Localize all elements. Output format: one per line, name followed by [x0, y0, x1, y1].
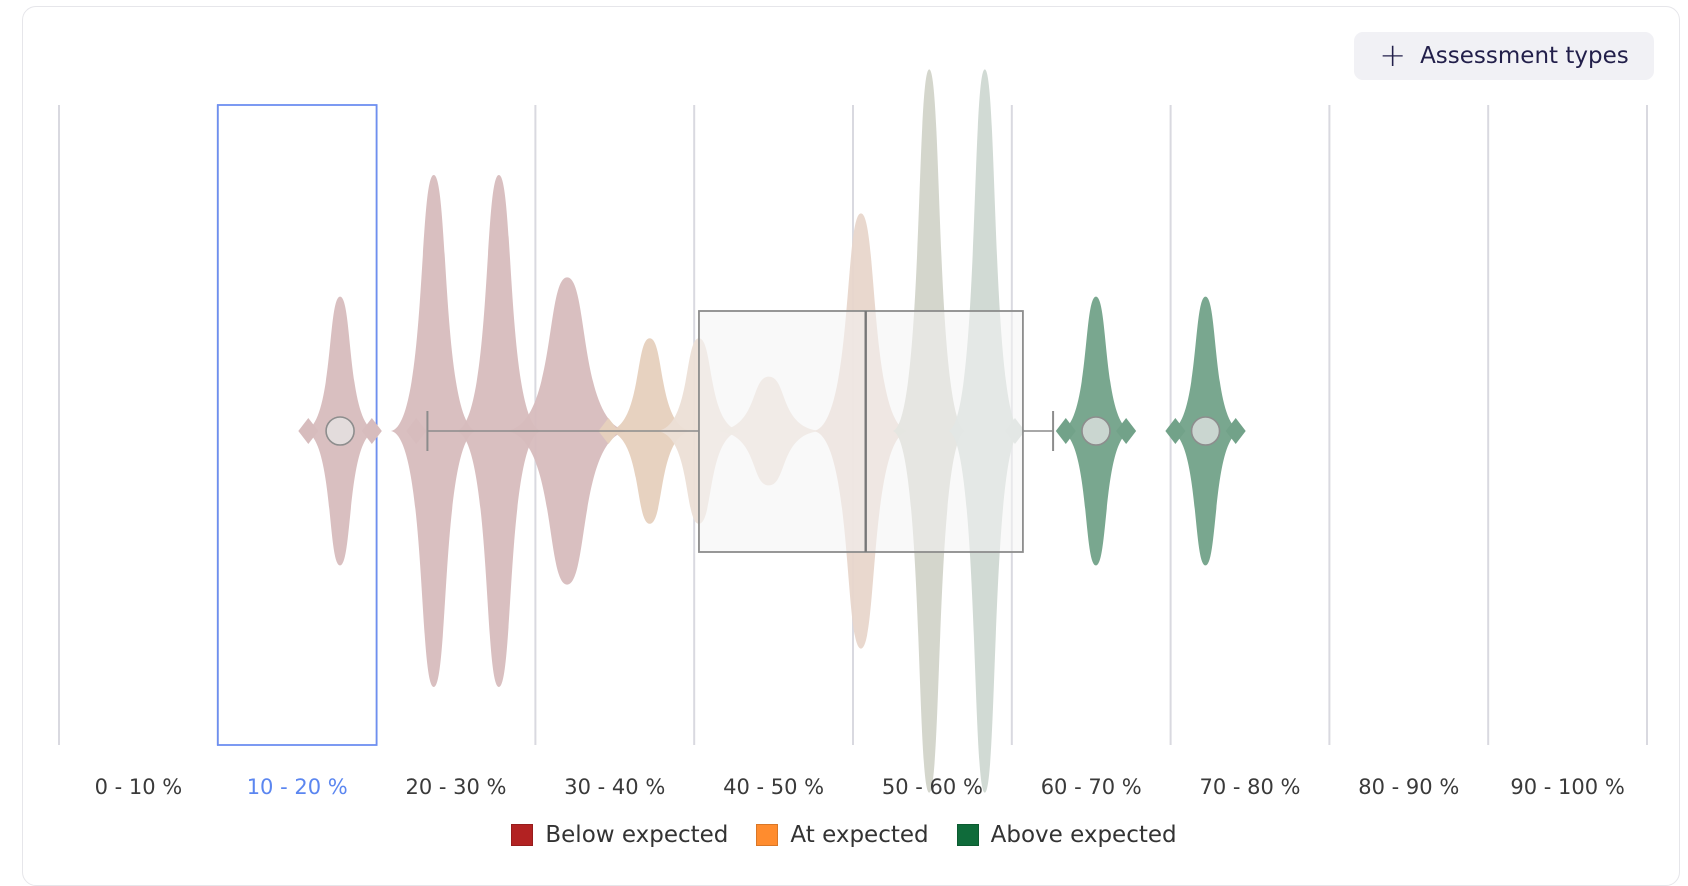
x-tick-label[interactable]: 60 - 70 %: [1041, 775, 1142, 799]
x-tick-layer: 0 - 10 % 10 - 20 % 20 - 30 % 30 - 40 % 40 - …: [95, 775, 1625, 799]
assessment-types-button[interactable]: + Assessment types: [1354, 32, 1654, 80]
x-tick-label[interactable]: 90 - 100 %: [1510, 775, 1624, 799]
outlier-point: [1190, 416, 1221, 446]
violin-chart: 0 - 10 % 10 - 20 % 20 - 30 % 30 - 40 % 40 - …: [58, 69, 1648, 799]
legend-label-below: Below expected: [545, 822, 729, 848]
violin-tail: [361, 418, 382, 444]
outlier-point: [325, 416, 355, 446]
x-tick-label[interactable]: 80 - 90 %: [1358, 775, 1459, 799]
legend-swatch-above: [956, 824, 979, 846]
legend-item-above-expected[interactable]: Above expected: [956, 822, 1177, 848]
x-tick-label[interactable]: 50 - 60 %: [882, 775, 983, 799]
x-tick-label[interactable]: 0 - 10 %: [95, 775, 183, 799]
legend-item-below-expected[interactable]: Below expected: [511, 822, 728, 848]
violin-tail: [298, 418, 319, 444]
outlier-point: [1081, 416, 1111, 446]
x-tick-label[interactable]: 40 - 50 %: [723, 775, 824, 799]
legend-swatch-below: [511, 824, 534, 846]
legend-label-at: At expected: [790, 822, 929, 848]
legend: Below expected At expected Above expecte…: [0, 822, 1688, 848]
grid-layer: [58, 105, 1648, 745]
boxplot-layer: [325, 310, 1221, 553]
x-tick-label[interactable]: 10 - 20 %: [247, 775, 348, 799]
violin-tail: [406, 418, 427, 444]
x-tick-label[interactable]: 30 - 40 %: [564, 775, 665, 799]
legend-label-above: Above expected: [990, 822, 1177, 848]
violin-tail: [1165, 418, 1186, 444]
legend-swatch-at: [756, 824, 779, 846]
iqr-box: [698, 310, 1024, 553]
violin-tail: [1225, 418, 1246, 444]
violin-tail: [1116, 418, 1137, 444]
violin-tail: [1055, 418, 1076, 444]
assessment-types-label: Assessment types: [1420, 43, 1629, 69]
legend-item-at-expected[interactable]: At expected: [756, 822, 929, 848]
x-tick-label[interactable]: 20 - 30 %: [405, 775, 506, 799]
x-tick-label[interactable]: 70 - 80 %: [1199, 775, 1300, 799]
plus-icon: +: [1379, 35, 1407, 74]
